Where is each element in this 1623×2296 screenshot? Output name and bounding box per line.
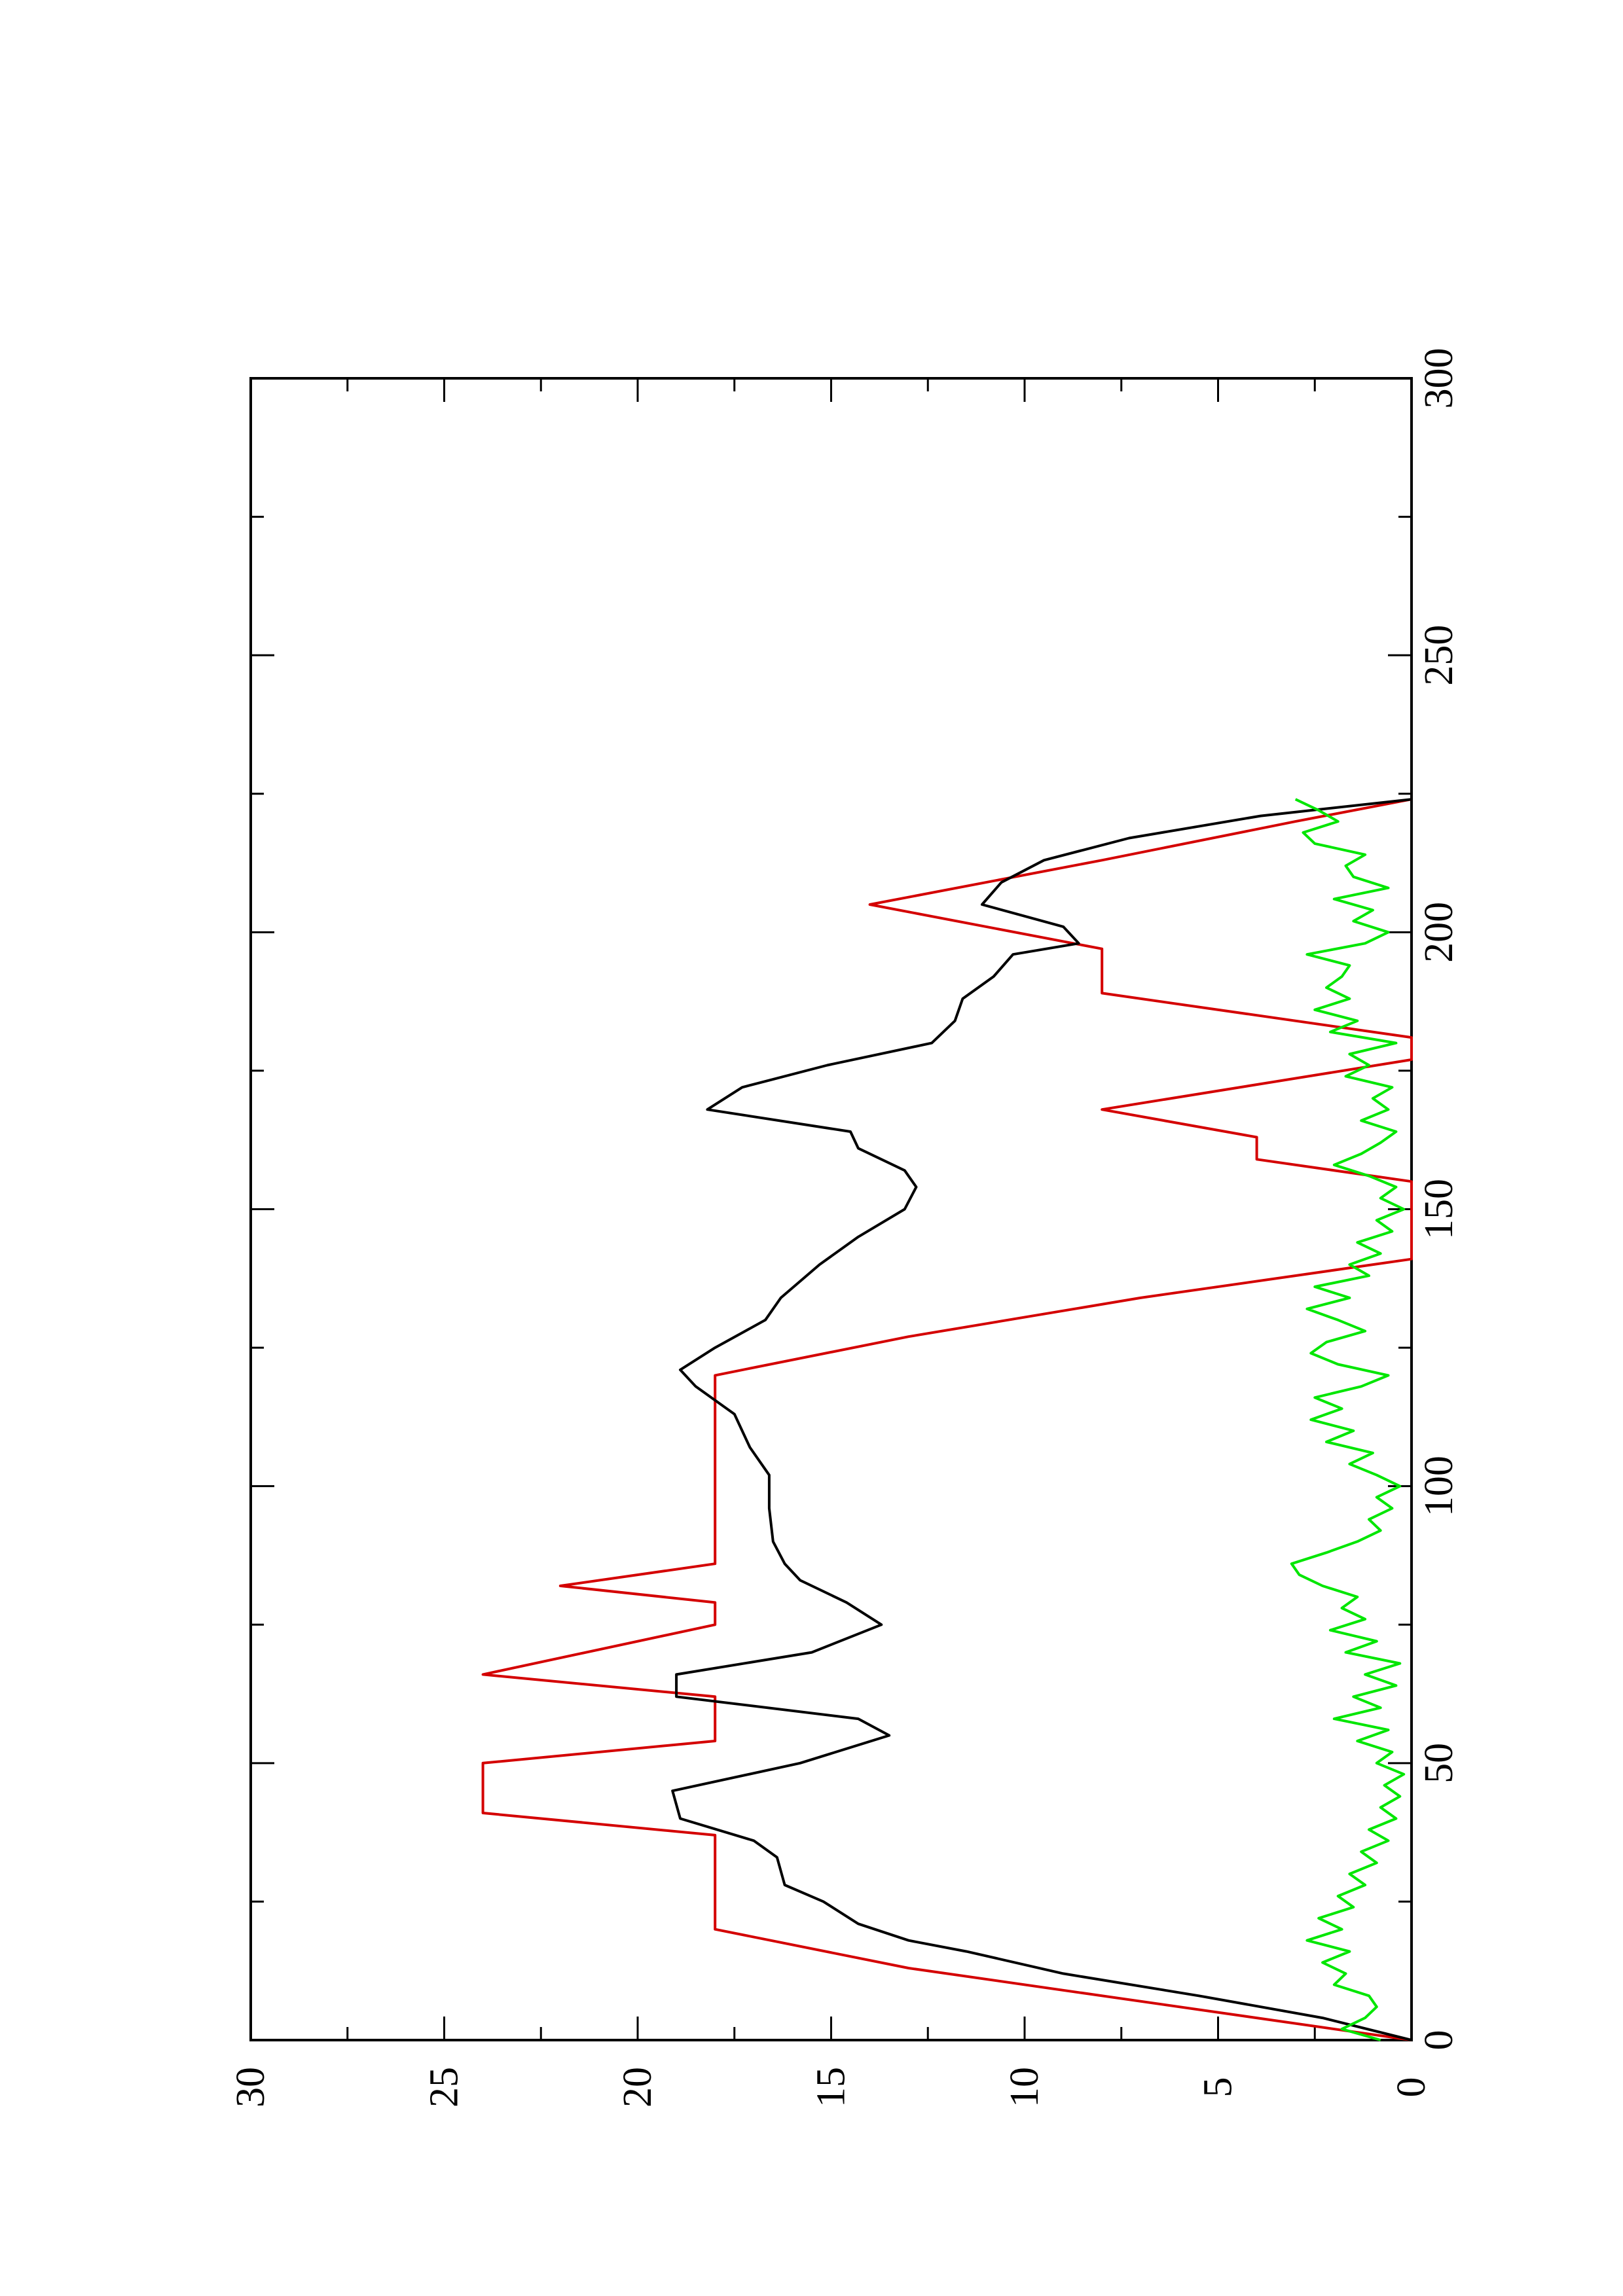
y-tick-label: 30 [228,2067,273,2108]
series-line-3 [1290,798,1406,2041]
series-line-2 [671,798,1412,2041]
y-tick-label: 10 [1002,2067,1047,2108]
x-tick-label: 100 [1417,1456,1461,1516]
x-tick-label: 300 [1417,348,1461,409]
x-tick-label: 0 [1417,2030,1461,2051]
x-tick-label: 50 [1417,1743,1461,1784]
y-tick-label: 20 [615,2067,660,2108]
x-tick-label: 150 [1417,1179,1461,1240]
x-tick-label: 250 [1417,625,1461,686]
plot-frame [249,377,1413,2041]
plot-area: 0 50 100 150 200 250 300 0 5 10 15 20 25 30 [228,348,1461,2108]
series-line-1 [481,798,1413,2041]
x-tick-label: 200 [1417,902,1461,963]
y-tick-label: 25 [422,2067,467,2108]
y-tick-label: 5 [1196,2077,1241,2098]
y-tick-label: 0 [1389,2077,1434,2098]
y-tick-label: 15 [809,2067,854,2108]
